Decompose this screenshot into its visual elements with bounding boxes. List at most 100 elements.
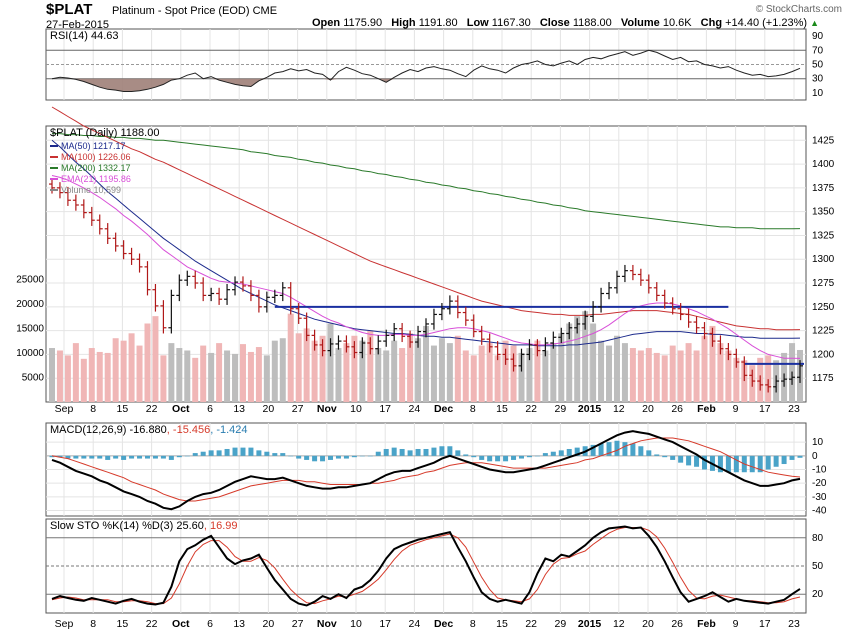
macd-histogram-bar [797, 455, 803, 458]
ohlc-bar [590, 301, 597, 323]
x-axis-label: 22 [146, 403, 158, 415]
volume-bar [104, 352, 111, 402]
close-label: Close [539, 17, 570, 29]
volume-bar [383, 350, 390, 402]
volume-bar [200, 345, 207, 402]
ohlc-bar [263, 291, 270, 313]
macd-histogram-bar [312, 455, 318, 462]
volume-bar [88, 348, 95, 402]
volume-bar [653, 352, 660, 402]
macd-histogram-bar [105, 455, 111, 460]
ohlc-bar [200, 277, 207, 302]
rsi-tick-label: 70 [812, 45, 824, 56]
ohlc-bar [494, 341, 501, 361]
ohlc-bar [128, 247, 135, 265]
x-axis-label: 17 [379, 403, 391, 415]
volume-label: Volume [620, 17, 660, 29]
macd-histogram-bar [678, 455, 684, 463]
macd-signal-line [51, 437, 801, 502]
ohlc-bar [208, 287, 215, 302]
macd-histogram-bar [328, 455, 334, 460]
x-axis-label: 15 [496, 403, 508, 415]
volume-bar [725, 350, 732, 402]
macd-histogram-bar [447, 446, 453, 456]
x-axis-label: Sep [55, 618, 74, 630]
macd-tick-label: -20 [812, 478, 827, 489]
ohlc-bar [64, 186, 71, 206]
ohlc-bar [367, 337, 374, 355]
volume-bar [709, 325, 716, 402]
ohlc-bar [669, 297, 676, 315]
ohlc-bar [136, 253, 143, 273]
ohlc-bar [717, 335, 724, 355]
volume-tick-label: 20000 [16, 299, 44, 310]
volume-bar [478, 345, 485, 402]
macd-histogram-bar [654, 454, 660, 456]
ohlc-bar [319, 339, 326, 357]
macd-histogram-bar [65, 455, 71, 459]
ohlc-bar [407, 330, 414, 348]
ohlc-bar [526, 339, 533, 361]
volume-bar [518, 352, 525, 402]
macd-histogram-bar [129, 455, 135, 459]
macd-histogram-bar [367, 455, 373, 457]
x-axis-label: 8 [90, 403, 96, 415]
ohlc-bar [701, 322, 708, 340]
macd-histogram-bar [359, 455, 365, 457]
x-axis-label: 23 [788, 403, 800, 415]
volume-bar [558, 333, 565, 402]
ohlc-bar [661, 289, 668, 309]
volume-bar [717, 343, 724, 402]
ohlc-bar [574, 318, 581, 334]
price-tick-label: 1275 [812, 278, 835, 289]
ohlc-bar [797, 360, 803, 383]
ohlc-bar [56, 182, 63, 199]
signal-value: , -15.456 [167, 424, 210, 436]
macd-histogram-bar [49, 455, 55, 458]
volume-bar [295, 333, 302, 402]
volume-bar [685, 343, 692, 402]
volume-bar [112, 338, 119, 402]
ohlc-bar [645, 274, 652, 294]
sto-tick-label: 50 [812, 561, 824, 572]
volume-bar [152, 316, 159, 402]
x-axis-label: 2015 [578, 618, 602, 630]
x-axis-label: 27 [292, 403, 304, 415]
ohlc-bar [693, 316, 700, 334]
x-axis-label: 6 [207, 618, 213, 630]
rsi-tick-label: 50 [812, 60, 824, 71]
macd-histogram-bar [542, 453, 548, 456]
ohlc-bar [613, 270, 620, 294]
ohlc-bar [478, 325, 485, 345]
macd-histogram-bar [272, 453, 278, 456]
macd-histogram-bar [399, 448, 405, 456]
volume-bar [184, 350, 191, 402]
rsi-oversold-fill [52, 78, 800, 92]
macd-histogram-bar [160, 455, 166, 459]
ohlc-bar [502, 348, 509, 365]
ohlc-bar [558, 327, 565, 343]
macd-histogram-bar [407, 450, 413, 456]
macd-histogram-bar [280, 453, 286, 456]
volume-bar [629, 348, 636, 402]
x-axis-label: 24 [409, 618, 421, 630]
macd-histogram-bar [765, 455, 771, 470]
volume-bar [494, 355, 501, 402]
macd-histogram-bar [320, 455, 326, 462]
rsi-tick-label: 90 [812, 31, 824, 42]
low-value: 1167.30 [491, 17, 531, 29]
volume-bar [613, 335, 620, 402]
volume-bar [56, 350, 63, 402]
x-axis-label: 8 [90, 618, 96, 630]
macd-histogram-bar [495, 455, 501, 462]
x-axis-label: 20 [263, 618, 275, 630]
macd-line [51, 430, 801, 511]
macd-histogram-bar [725, 455, 731, 473]
macd-histogram-bar [296, 455, 302, 459]
volume-bar [645, 348, 652, 402]
macd-histogram-bar [463, 454, 469, 456]
ohlc-bar [454, 295, 461, 319]
x-axis-label: 17 [759, 618, 771, 630]
macd-histogram-bar [176, 455, 182, 458]
macd-histogram-bar [152, 455, 158, 459]
